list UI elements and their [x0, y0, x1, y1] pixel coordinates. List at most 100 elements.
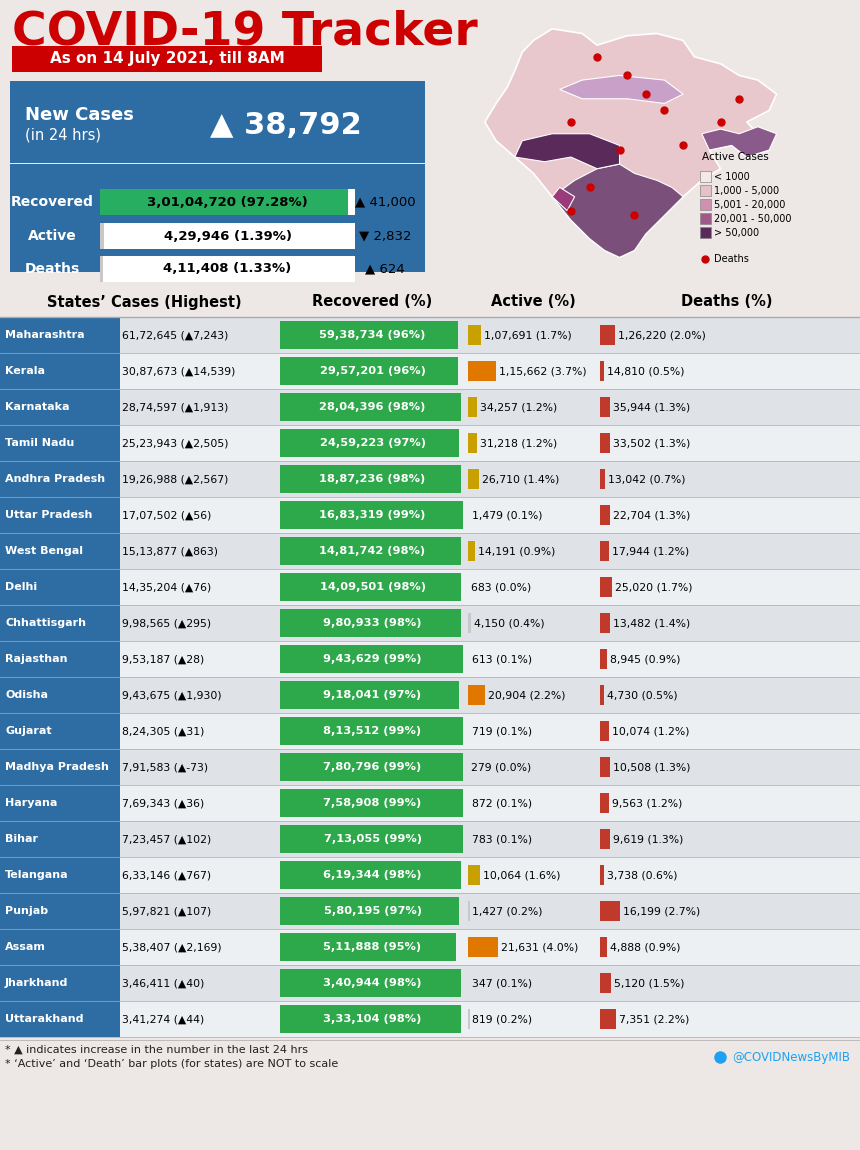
- Bar: [0, 929, 120, 965]
- Text: 1,479 (0.1%): 1,479 (0.1%): [472, 509, 543, 520]
- Text: Recovered: Recovered: [10, 196, 94, 209]
- Bar: [0, 497, 120, 532]
- Text: 16,199 (2.7%): 16,199 (2.7%): [623, 906, 700, 917]
- Bar: [0, 426, 860, 461]
- Bar: [0, 749, 860, 785]
- Text: 7,351 (2.2%): 7,351 (2.2%): [619, 1014, 690, 1024]
- Bar: [0, 894, 860, 929]
- Bar: [468, 361, 495, 381]
- Bar: [700, 185, 711, 196]
- Text: 7,13,055 (99%): 7,13,055 (99%): [323, 834, 421, 844]
- Bar: [468, 685, 484, 705]
- Bar: [280, 753, 464, 781]
- Bar: [0, 389, 120, 426]
- Text: 31,218 (1.2%): 31,218 (1.2%): [480, 438, 557, 449]
- Text: Odisha: Odisha: [5, 690, 48, 700]
- Bar: [280, 465, 461, 493]
- Bar: [100, 256, 355, 282]
- Bar: [0, 965, 120, 1000]
- Text: 683 (0.0%): 683 (0.0%): [471, 582, 531, 592]
- Text: ▲ 624: ▲ 624: [366, 262, 405, 276]
- Bar: [0, 389, 860, 426]
- Bar: [100, 189, 355, 215]
- Bar: [0, 713, 120, 749]
- Bar: [280, 789, 464, 816]
- Bar: [700, 213, 711, 224]
- Bar: [0, 605, 120, 641]
- Bar: [100, 256, 103, 282]
- Text: 24,59,223 (97%): 24,59,223 (97%): [320, 438, 426, 449]
- Text: 9,43,675 (▲1,930): 9,43,675 (▲1,930): [122, 690, 222, 700]
- Text: Andhra Pradesh: Andhra Pradesh: [5, 474, 105, 484]
- Text: 872 (0.1%): 872 (0.1%): [472, 798, 531, 808]
- Bar: [280, 429, 459, 457]
- Text: 3,01,04,720 (97.28%): 3,01,04,720 (97.28%): [147, 196, 308, 208]
- Text: 26,710 (1.4%): 26,710 (1.4%): [482, 474, 559, 484]
- Text: Karnataka: Karnataka: [5, 402, 70, 412]
- Bar: [468, 613, 471, 633]
- Bar: [280, 969, 461, 997]
- Bar: [600, 793, 609, 813]
- Text: 10,064 (1.6%): 10,064 (1.6%): [483, 871, 561, 880]
- Text: 29,57,201 (96%): 29,57,201 (96%): [320, 366, 426, 376]
- Text: 21,631 (4.0%): 21,631 (4.0%): [501, 942, 579, 952]
- Text: (in 24 hrs): (in 24 hrs): [25, 128, 101, 143]
- Bar: [468, 397, 477, 417]
- Bar: [280, 1005, 461, 1033]
- Bar: [0, 317, 860, 353]
- Polygon shape: [560, 76, 683, 104]
- Bar: [0, 965, 860, 1000]
- Text: 9,80,933 (98%): 9,80,933 (98%): [323, 618, 421, 628]
- Text: 5,120 (1.5%): 5,120 (1.5%): [614, 978, 685, 988]
- Text: 5,38,407 (▲2,169): 5,38,407 (▲2,169): [122, 942, 222, 952]
- Text: 10,508 (1.3%): 10,508 (1.3%): [612, 762, 690, 772]
- Text: 7,23,457 (▲102): 7,23,457 (▲102): [122, 834, 212, 844]
- Text: 4,11,408 (1.33%): 4,11,408 (1.33%): [163, 262, 292, 276]
- Polygon shape: [485, 29, 777, 258]
- Bar: [600, 540, 609, 561]
- Text: 3,41,274 (▲44): 3,41,274 (▲44): [122, 1014, 205, 1024]
- Bar: [600, 1009, 616, 1029]
- Text: 4,150 (0.4%): 4,150 (0.4%): [474, 618, 544, 628]
- Bar: [600, 505, 610, 526]
- Bar: [0, 929, 860, 965]
- Bar: [0, 353, 860, 389]
- Bar: [280, 681, 459, 710]
- Bar: [468, 540, 475, 561]
- Bar: [280, 716, 464, 745]
- Text: 8,945 (0.9%): 8,945 (0.9%): [610, 654, 680, 664]
- Bar: [0, 461, 860, 497]
- Text: 3,46,411 (▲40): 3,46,411 (▲40): [122, 978, 205, 988]
- Bar: [600, 685, 604, 705]
- Bar: [0, 461, 120, 497]
- Text: 1,07,691 (1.7%): 1,07,691 (1.7%): [483, 330, 572, 340]
- Bar: [0, 0, 860, 279]
- Bar: [600, 937, 606, 957]
- Text: * ▲ indicates increase in the number in the last 24 hrs: * ▲ indicates increase in the number in …: [5, 1045, 308, 1055]
- Bar: [0, 641, 120, 677]
- Text: Telangana: Telangana: [5, 871, 69, 880]
- Text: States’ Cases (Highest): States’ Cases (Highest): [46, 294, 242, 309]
- Text: 10,074 (1.2%): 10,074 (1.2%): [611, 726, 690, 736]
- Bar: [280, 393, 461, 421]
- Bar: [600, 757, 610, 777]
- Bar: [0, 641, 860, 677]
- Text: 14,81,742 (98%): 14,81,742 (98%): [319, 546, 426, 555]
- Text: Gujarat: Gujarat: [5, 726, 52, 736]
- Text: 347 (0.1%): 347 (0.1%): [472, 978, 531, 988]
- Text: 613 (0.1%): 613 (0.1%): [472, 654, 531, 664]
- Text: Kerala: Kerala: [5, 366, 45, 376]
- Text: Rajasthan: Rajasthan: [5, 654, 67, 664]
- Text: 7,80,796 (99%): 7,80,796 (99%): [323, 762, 421, 772]
- Bar: [0, 1000, 120, 1037]
- Bar: [0, 713, 860, 749]
- Text: ▲ 41,000: ▲ 41,000: [354, 196, 415, 208]
- Bar: [0, 569, 860, 605]
- Text: Active Cases: Active Cases: [702, 152, 769, 162]
- Text: 819 (0.2%): 819 (0.2%): [472, 1014, 532, 1024]
- Text: 1,26,220 (2.0%): 1,26,220 (2.0%): [617, 330, 705, 340]
- Text: 61,72,645 (▲7,243): 61,72,645 (▲7,243): [122, 330, 229, 340]
- Bar: [0, 317, 120, 353]
- Text: 28,74,597 (▲1,913): 28,74,597 (▲1,913): [122, 402, 229, 412]
- Bar: [0, 1000, 860, 1037]
